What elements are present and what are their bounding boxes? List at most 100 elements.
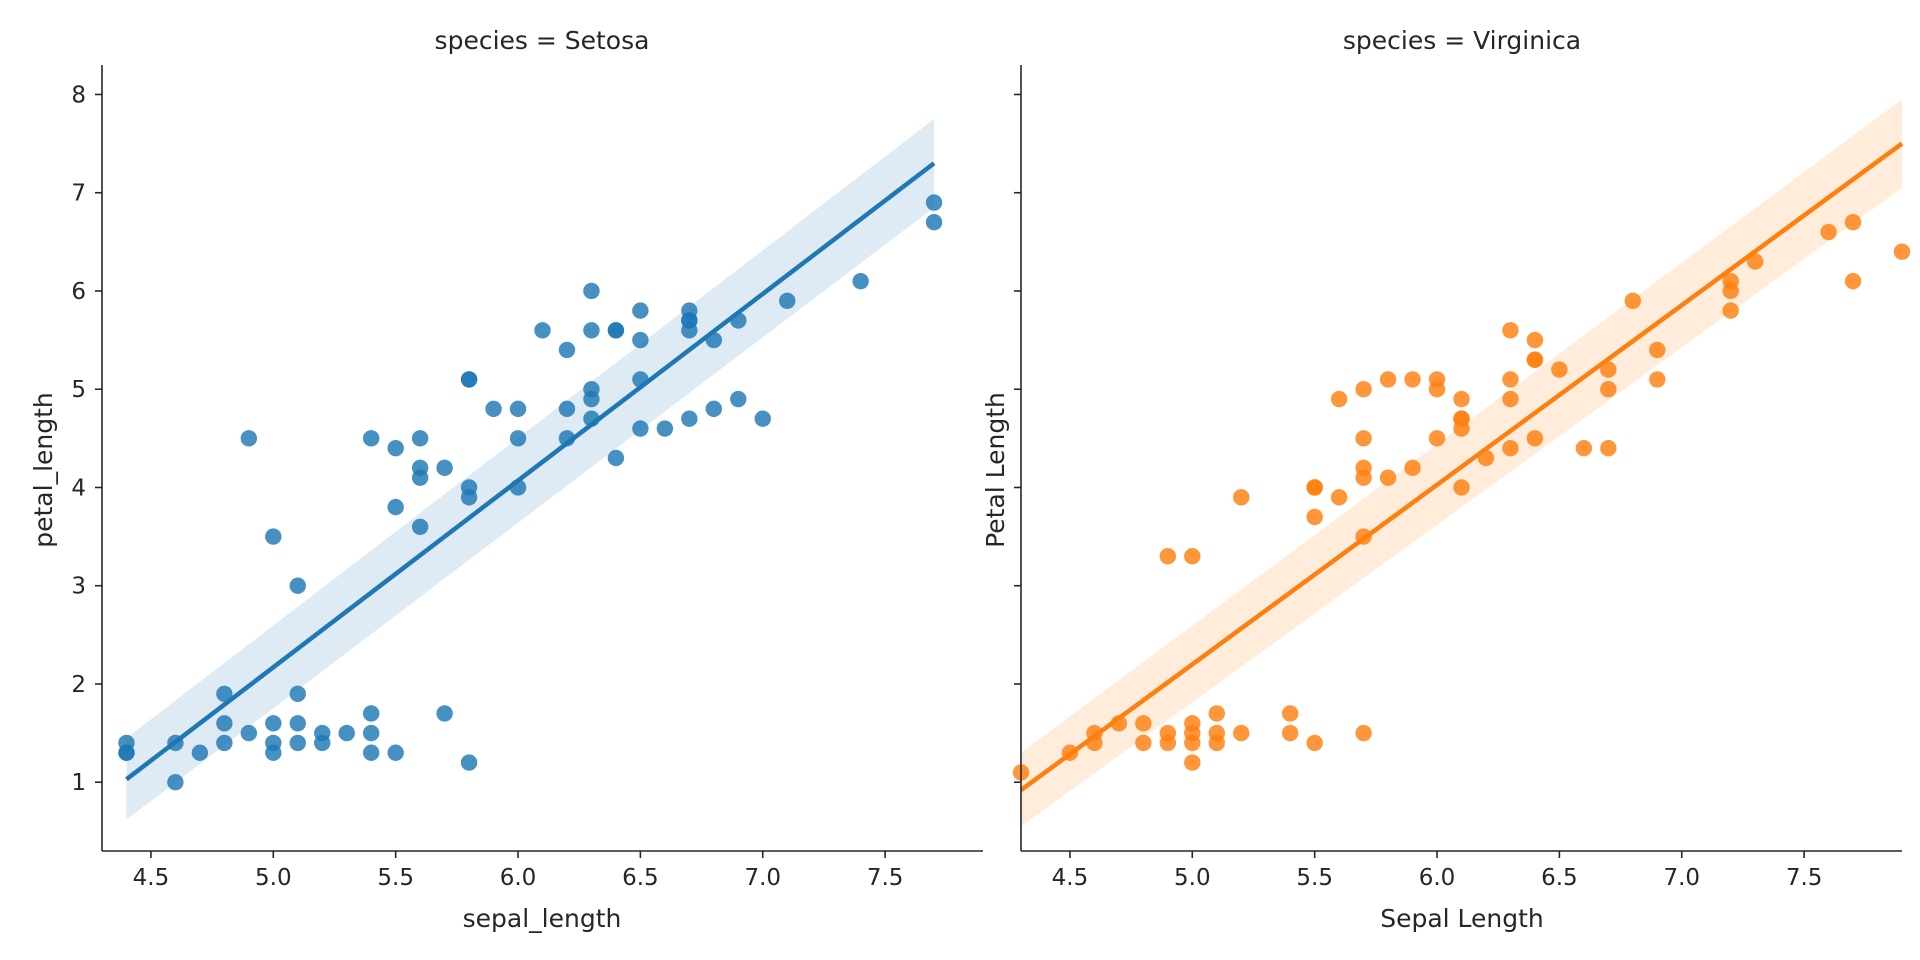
data-point <box>1820 223 1837 241</box>
data-point <box>436 459 453 477</box>
data-point <box>1624 292 1642 309</box>
data-point <box>558 341 576 359</box>
data-point <box>411 430 429 447</box>
y-tick-label: 6 <box>71 279 86 305</box>
y-tick-label: 4 <box>71 475 86 501</box>
data-point <box>1135 715 1152 732</box>
data-point <box>925 194 943 211</box>
data-point <box>1551 361 1568 378</box>
data-point <box>460 754 478 771</box>
data-point <box>265 528 282 545</box>
data-point <box>1502 322 1519 339</box>
data-point <box>216 734 233 752</box>
x-tick-label: 6.0 <box>1419 865 1456 891</box>
data-point <box>1355 430 1372 447</box>
data-point <box>1086 734 1103 752</box>
data-point <box>1306 508 1323 526</box>
data-point <box>460 489 478 506</box>
data-point <box>289 715 306 732</box>
data-point <box>411 518 429 535</box>
x-tick-label: 7.5 <box>1786 865 1823 891</box>
data-point <box>216 715 233 732</box>
data-point <box>1281 705 1299 722</box>
data-point <box>1233 724 1250 742</box>
y-tick-label: 3 <box>71 574 86 600</box>
y-ticks: 1 2 3 4 5 6 7 8 <box>71 82 102 796</box>
y-tick-label: 7 <box>71 181 86 207</box>
x-tick-label: 5.0 <box>255 865 292 891</box>
data-point <box>460 371 478 388</box>
data-point <box>583 282 600 300</box>
data-point <box>1159 734 1177 752</box>
data-point <box>1281 724 1299 742</box>
data-point <box>240 430 258 447</box>
data-point <box>754 410 771 427</box>
data-point <box>852 272 869 290</box>
data-point <box>925 214 943 231</box>
data-point <box>730 312 747 329</box>
data-point <box>1477 449 1495 467</box>
data-point <box>362 744 380 761</box>
data-point <box>1355 528 1372 545</box>
data-point <box>705 400 723 418</box>
regression-line <box>125 161 936 782</box>
data-point <box>558 400 576 418</box>
data-point <box>607 449 625 467</box>
data-point <box>1306 479 1323 496</box>
data-point <box>1453 390 1470 408</box>
data-point <box>436 705 453 722</box>
data-point <box>1110 715 1128 732</box>
x-tick-label: 5.0 <box>1174 865 1211 891</box>
x-axis-label: sepal_length <box>463 904 622 933</box>
x-ticks: 4.5 5.0 5.5 6.0 6.5 7.0 7.5 <box>133 851 903 891</box>
data-point <box>1649 371 1666 388</box>
data-point <box>1844 214 1862 231</box>
data-point <box>289 685 306 702</box>
data-point <box>1575 439 1593 457</box>
data-point <box>656 420 674 437</box>
data-point <box>1184 548 1201 565</box>
data-point <box>1600 381 1617 398</box>
data-point <box>240 724 258 742</box>
x-tick-label: 6.5 <box>622 865 659 891</box>
data-point <box>1306 734 1323 752</box>
data-point <box>1330 489 1348 506</box>
data-point <box>1428 430 1446 447</box>
y-tick-label: 8 <box>71 82 86 108</box>
data-point <box>705 331 723 349</box>
data-point <box>681 322 698 339</box>
data-point <box>387 744 404 761</box>
axes <box>1020 65 1902 852</box>
data-point <box>730 390 747 408</box>
x-ticks: 4.5 5.0 5.5 6.0 6.5 7.0 7.5 <box>1052 851 1823 891</box>
data-point <box>289 577 306 594</box>
y-axis-label: petal_length <box>29 392 58 548</box>
data-point <box>362 430 380 447</box>
data-point <box>1722 302 1739 319</box>
data-point <box>1526 331 1544 349</box>
data-point <box>1893 243 1911 260</box>
y-tick-label: 2 <box>71 672 86 698</box>
data-point <box>1061 744 1079 761</box>
data-point <box>265 715 282 732</box>
panel-setosa: species = Setosa 4.5 5.0 5.5 6.0 6.5 7.0 7.5 1… <box>29 26 983 933</box>
data-point <box>1502 371 1519 388</box>
regression-line <box>1019 141 1904 792</box>
data-point <box>509 479 527 496</box>
data-point <box>362 705 380 722</box>
data-point <box>509 430 527 447</box>
data-point <box>289 734 306 752</box>
x-tick-label: 5.5 <box>1296 865 1333 891</box>
data-point <box>509 400 527 418</box>
data-point <box>1184 754 1201 771</box>
x-tick-label: 4.5 <box>1052 865 1089 891</box>
y-ticks <box>1014 93 1021 784</box>
data-point <box>1502 390 1519 408</box>
x-tick-label: 7.0 <box>1663 865 1700 891</box>
x-tick-label: 6.5 <box>1541 865 1578 891</box>
data-point <box>1746 253 1764 270</box>
data-point <box>558 430 576 447</box>
data-point <box>1208 734 1225 752</box>
data-point <box>632 331 649 349</box>
